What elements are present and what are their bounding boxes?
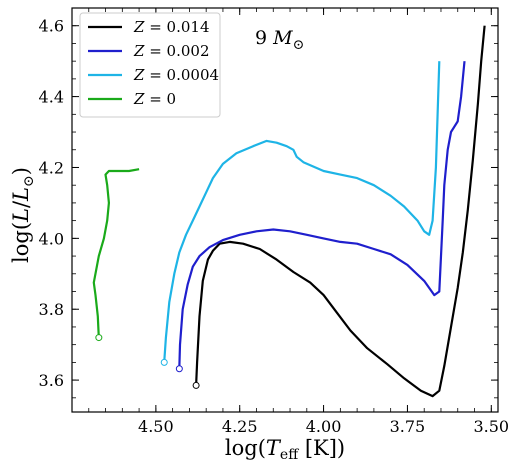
legend-label-3: Z = 0 xyxy=(133,90,176,108)
x-tick-label: 4.25 xyxy=(222,417,258,436)
tick-layer: 4.50 4.25 4.00 3.75 3.50 3.6 3.8 4.0 4.2 4.4 4.6 xyxy=(39,7,509,436)
y-axis-label: log(L/L⊙) xyxy=(9,167,37,263)
plot-frame xyxy=(71,7,499,413)
y-tick-label: 3.8 xyxy=(39,300,64,319)
series-line-2 xyxy=(163,61,441,363)
zams-marker-1 xyxy=(175,365,183,373)
x-axis-label: log(Teff [K]) xyxy=(225,436,345,463)
series-line-0 xyxy=(195,25,486,398)
series-layer xyxy=(92,25,486,398)
y-tick-label: 4.4 xyxy=(39,88,64,107)
series-line-3 xyxy=(92,168,140,338)
legend-label-1: Z = 0.002 xyxy=(133,42,209,60)
zams-marker-3 xyxy=(95,334,103,342)
x-tick-label: 4.00 xyxy=(306,417,342,436)
zams-marker-0 xyxy=(192,381,200,389)
x-tick-label: 3.50 xyxy=(473,417,509,436)
y-tick-label: 4.2 xyxy=(39,158,64,177)
legend-label-0: Z = 0.014 xyxy=(133,18,209,36)
series-line-1 xyxy=(178,61,466,369)
zams-marker-2 xyxy=(160,358,168,366)
x-tick-label: 4.50 xyxy=(138,417,174,436)
x-tick-label: 3.75 xyxy=(390,417,426,436)
legend-label-2: Z = 0.0004 xyxy=(133,66,219,84)
legend: Z = 0.014 Z = 0.002 Z = 0.0004 Z = 0 xyxy=(79,12,221,118)
mass-annotation: 9 M⊙ xyxy=(255,27,304,53)
legend-box xyxy=(79,12,221,118)
y-tick-label: 4.6 xyxy=(39,17,64,36)
y-tick-label: 3.6 xyxy=(39,371,64,390)
y-tick-label: 4.0 xyxy=(39,229,64,248)
